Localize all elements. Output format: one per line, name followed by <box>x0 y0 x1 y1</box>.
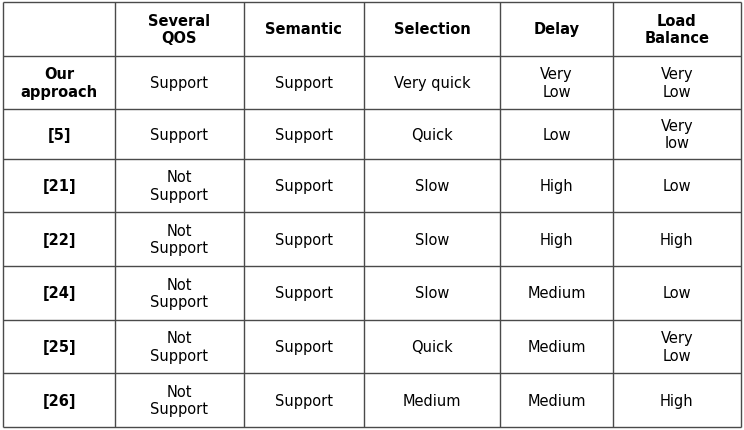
Text: Very
Low: Very Low <box>540 67 573 99</box>
Text: Several
QOS: Several QOS <box>148 14 211 46</box>
Text: Support: Support <box>275 232 333 247</box>
Text: High: High <box>539 232 574 247</box>
Text: Very
Low: Very Low <box>661 331 693 363</box>
Text: Not
Support: Not Support <box>150 224 208 256</box>
Text: Very
low: Very low <box>661 119 693 151</box>
Text: Low: Low <box>662 286 691 301</box>
Text: High: High <box>660 393 693 408</box>
Text: [5]: [5] <box>48 127 71 142</box>
Text: Very quick: Very quick <box>394 76 470 91</box>
Text: Support: Support <box>275 286 333 301</box>
Text: Load
Balance: Load Balance <box>644 14 709 46</box>
Text: Not
Support: Not Support <box>150 331 208 363</box>
Text: Support: Support <box>150 76 208 91</box>
Text: Quick: Quick <box>411 339 453 354</box>
Text: [22]: [22] <box>42 232 76 247</box>
Text: Very
Low: Very Low <box>661 67 693 99</box>
Text: [25]: [25] <box>42 339 76 354</box>
Text: Support: Support <box>275 179 333 194</box>
Text: Support: Support <box>275 127 333 142</box>
Text: Our
approach: Our approach <box>21 67 97 99</box>
Text: Slow: Slow <box>415 232 449 247</box>
Text: [24]: [24] <box>42 286 76 301</box>
Text: Not
Support: Not Support <box>150 277 208 309</box>
Text: Delay: Delay <box>533 22 580 37</box>
Text: Not
Support: Not Support <box>150 384 208 416</box>
Text: Selection: Selection <box>394 22 470 37</box>
Text: Slow: Slow <box>415 179 449 194</box>
Text: Semantic: Semantic <box>266 22 342 37</box>
Text: [26]: [26] <box>42 393 76 408</box>
Text: Quick: Quick <box>411 127 453 142</box>
Text: Low: Low <box>542 127 571 142</box>
Text: Support: Support <box>150 127 208 142</box>
Text: Support: Support <box>275 339 333 354</box>
Text: Slow: Slow <box>415 286 449 301</box>
Text: Support: Support <box>275 76 333 91</box>
Text: Medium: Medium <box>403 393 461 408</box>
Text: Not
Support: Not Support <box>150 170 208 203</box>
Text: Medium: Medium <box>527 286 586 301</box>
Text: High: High <box>660 232 693 247</box>
Text: [21]: [21] <box>42 179 76 194</box>
Text: Medium: Medium <box>527 393 586 408</box>
Text: Low: Low <box>662 179 691 194</box>
Text: Support: Support <box>275 393 333 408</box>
Text: High: High <box>539 179 574 194</box>
Text: Medium: Medium <box>527 339 586 354</box>
